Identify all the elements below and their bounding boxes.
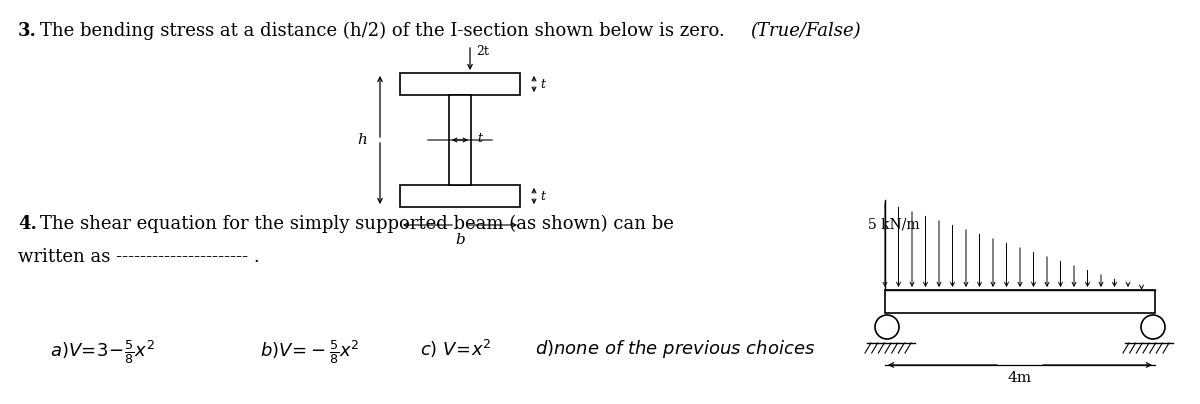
- Text: 5 kN/m: 5 kN/m: [868, 218, 919, 232]
- Text: 3.: 3.: [18, 22, 37, 40]
- Text: $\it{b)}V\!=\!-\frac{5}{8}x^2$: $\it{b)}V\!=\!-\frac{5}{8}x^2$: [260, 338, 360, 366]
- Text: t: t: [478, 132, 482, 145]
- Text: 2t: 2t: [476, 45, 488, 58]
- Text: t: t: [540, 189, 545, 202]
- Text: h: h: [358, 133, 367, 147]
- Text: 4m: 4m: [1008, 371, 1032, 385]
- Text: $\it{c)\ }V\!=\!x^2$: $\it{c)\ }V\!=\!x^2$: [420, 338, 492, 360]
- Bar: [886, 290, 1154, 313]
- Text: $\it{a)}V\!=\!3\!-\!\frac{5}{8}x^2$: $\it{a)}V\!=\!3\!-\!\frac{5}{8}x^2$: [50, 338, 155, 366]
- Text: (True/False): (True/False): [750, 22, 860, 40]
- Text: The bending stress at a distance (h/2) of the I-section shown below is zero.: The bending stress at a distance (h/2) o…: [40, 22, 725, 40]
- Bar: [400, 185, 520, 207]
- Bar: [400, 73, 520, 95]
- Text: written as ---------------------- .: written as ---------------------- .: [18, 248, 259, 266]
- Text: t: t: [540, 78, 545, 90]
- Text: $\it{d)}$$\it{none\ of\ the\ previous\ choices}$: $\it{d)}$$\it{none\ of\ the\ previous\ c…: [535, 338, 815, 360]
- Bar: [449, 95, 470, 185]
- Text: 4.: 4.: [18, 215, 37, 233]
- Text: The shear equation for the simply supported beam (as shown) can be: The shear equation for the simply suppor…: [40, 215, 674, 233]
- Text: b: b: [455, 233, 464, 247]
